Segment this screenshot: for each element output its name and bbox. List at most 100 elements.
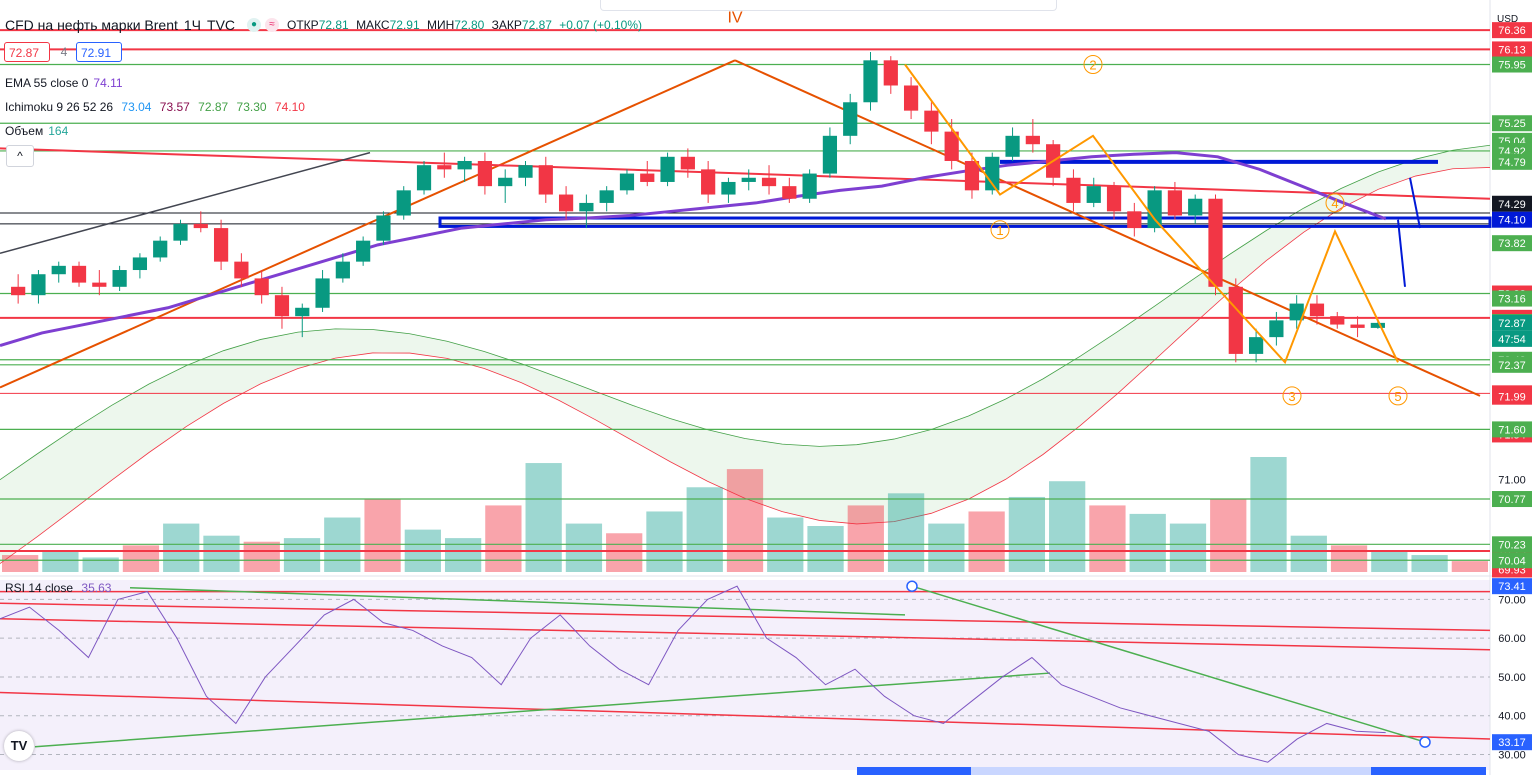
high-value: 72.91 [389,18,420,32]
trend-line [0,59,736,389]
candle-body [274,295,290,317]
wave-label: 5 [1394,389,1401,404]
interval-label[interactable]: 1Ч [183,17,202,33]
candle-body [1350,324,1365,328]
volume-bar [887,493,925,572]
candle-body [1005,135,1020,157]
candle-body [356,240,371,262]
volume-bar [1371,550,1408,572]
buy-price-button[interactable]: 72.91 [76,42,122,62]
price-tag-label: 71.60 [1498,424,1526,436]
price-tag-label: 73.82 [1498,238,1526,250]
price-tag-label: 76.13 [1498,44,1526,56]
candle-body [112,270,127,287]
trend-line [734,59,1481,397]
currency-label[interactable]: USD [1497,14,1519,25]
price-tag-label: 73.16 [1498,294,1526,306]
tradingview-logo-icon[interactable]: TV [4,731,34,761]
candle-body [944,131,959,161]
market-status-icon[interactable]: ● [247,18,262,32]
wave-label: 4 [1331,196,1338,211]
candle-body [1330,316,1345,325]
volume-bar [1169,523,1207,572]
volume-bar [968,511,1005,572]
sell-price-button[interactable]: 72.87 [4,42,50,62]
price-tag [1492,195,1532,212]
ichimoku-span-b [0,167,1491,564]
volume-bar [364,499,401,572]
candle-body [640,173,655,182]
candle-body [1248,337,1264,354]
price-tag-label: 74.29 [1498,199,1526,211]
rsi-line [0,585,1386,763]
volume-bar [1290,535,1327,572]
candle-body [883,60,898,86]
candle-body [1066,177,1081,203]
ichimoku-lagging-value: 72.87 [198,100,229,114]
ema-legend[interactable]: EMA 55 close 0 74.11 [5,76,123,90]
wave-label: 2 [1089,58,1096,73]
price-tag-label: 75.25 [1498,118,1526,130]
volume-bar [444,538,482,572]
candle-body [234,261,249,279]
ema-label: EMA 55 close 0 [5,76,89,90]
collapse-legend-button[interactable]: ^ [6,145,34,167]
ohlc-readout: ОТКР72.81 МАКС72.91 МИН72.80 ЗАКР72.87 +… [287,18,642,32]
candle-body [1228,286,1243,354]
volume-value: 164 [48,124,69,138]
price-tag [1492,536,1532,553]
candle-body [863,60,878,103]
candle-body [1269,320,1284,338]
top-toolbar[interactable] [600,0,1057,11]
candle-body [71,265,87,283]
candle-body [1127,211,1142,229]
ichimoku-spana-value: 73.30 [236,100,267,114]
candle-body [599,190,614,203]
price-tag [1492,356,1532,373]
candle-body [761,177,777,187]
rsi-legend[interactable]: RSI 14 close 35.63 [5,581,111,595]
candle-body [457,160,472,170]
candle-body [1208,198,1223,287]
spread-value: 4 [60,45,68,59]
price-tag [1492,235,1532,252]
candle-body [335,261,350,279]
wave-circle [1325,193,1345,213]
volume-bar [485,505,522,572]
time-axis-selection [1371,767,1486,775]
symbol-name[interactable]: CFD на нефть марки Brent [5,17,178,33]
rsi-trend-line [911,585,1426,743]
volume-bar [122,545,160,572]
rsi-axis-label: 50.00 [1498,672,1526,684]
volume-bar [283,538,321,572]
time-axis-range [971,767,1371,775]
high-label: МАКС [356,18,390,32]
candle-body [680,156,695,170]
rsi-axis-label: 40.00 [1498,711,1526,723]
candle-body [376,215,391,241]
rsi-value: 35.63 [81,581,112,595]
price-tag-label: 71.99 [1498,392,1526,404]
ichimoku-legend[interactable]: Ichimoku 9 26 52 26 73.04 73.57 72.87 73… [5,100,305,114]
candle-body [315,278,330,308]
candle-body [11,286,26,296]
blue-channel [438,216,1492,228]
candle-body [132,257,148,271]
rsi-tag [1492,578,1532,595]
volume-bar [1008,496,1046,572]
volume-legend[interactable]: Объем 164 [5,124,68,138]
candle-body [396,190,411,216]
data-flag-icon[interactable]: ≈ [265,18,280,32]
source-label: TVC [207,17,236,33]
rsi-channel-line [0,602,1491,632]
candle-body [660,156,675,182]
volume-bar [2,555,39,572]
volume-bar [1210,499,1247,572]
candle-body [92,282,107,287]
candle-body [1370,322,1385,328]
price-tag [1492,421,1532,438]
volume-bar [1451,561,1488,572]
volume-bar [847,505,884,572]
